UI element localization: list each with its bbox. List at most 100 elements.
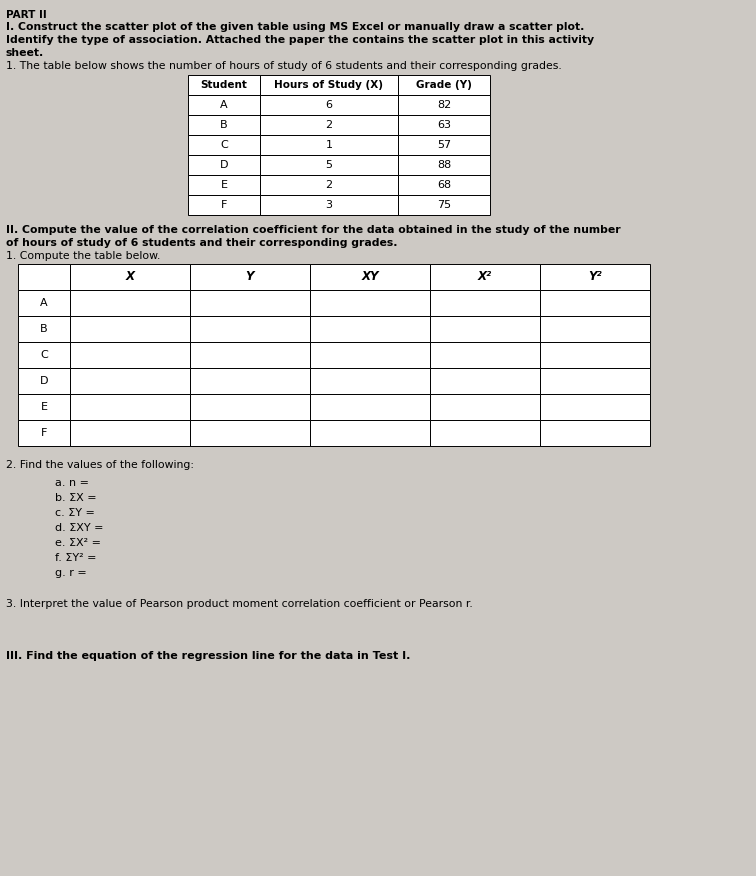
Bar [310,290,430,316]
Text: g. r =: g. r = [55,568,87,578]
Text: Y: Y [246,271,254,284]
Bar [398,175,490,195]
Bar [188,95,260,115]
Text: D: D [40,376,48,386]
Text: 82: 82 [437,100,451,110]
Text: 63: 63 [437,120,451,130]
Bar [430,264,540,290]
Text: 3: 3 [326,200,333,210]
Text: 57: 57 [437,140,451,150]
Bar [430,290,540,316]
Text: 75: 75 [437,200,451,210]
Bar [188,115,260,135]
Bar [540,342,650,368]
Bar [260,95,398,115]
Text: f. ΣY² =: f. ΣY² = [55,553,97,563]
Bar [430,342,540,368]
Bar [260,115,398,135]
Bar [398,195,490,215]
Bar [18,264,70,290]
Bar [310,264,430,290]
Bar [260,75,398,95]
Text: 2: 2 [325,180,333,190]
Bar [188,135,260,155]
Bar [190,264,310,290]
Bar [188,175,260,195]
Text: c. ΣY =: c. ΣY = [55,508,94,518]
Text: a. n =: a. n = [55,478,89,488]
Text: 88: 88 [437,160,451,170]
Bar [398,95,490,115]
Bar [540,264,650,290]
Text: 5: 5 [326,160,333,170]
Bar [190,342,310,368]
Bar [260,155,398,175]
Text: Student: Student [200,80,247,90]
Bar [430,316,540,342]
Bar [310,394,430,420]
Text: X: X [125,271,135,284]
Bar [70,420,190,446]
Bar [18,394,70,420]
Bar [70,290,190,316]
Bar [260,175,398,195]
Text: E: E [41,402,48,412]
Bar [18,420,70,446]
Text: F: F [221,200,228,210]
Bar [188,155,260,175]
Text: sheet.: sheet. [6,48,45,58]
Bar [190,368,310,394]
Bar [540,394,650,420]
Text: of hours of study of 6 students and their corresponding grades.: of hours of study of 6 students and thei… [6,238,398,248]
Bar [18,342,70,368]
Bar [190,394,310,420]
Bar [190,420,310,446]
Bar [188,195,260,215]
Bar [430,368,540,394]
Bar [540,290,650,316]
Text: C: C [220,140,228,150]
Bar [70,394,190,420]
Bar [540,420,650,446]
Text: 1: 1 [326,140,333,150]
Bar [70,342,190,368]
Bar [398,115,490,135]
Text: 1. Compute the table below.: 1. Compute the table below. [6,251,160,261]
Bar [540,316,650,342]
Bar [18,368,70,394]
Bar [70,264,190,290]
Bar [430,420,540,446]
Bar [188,75,260,95]
Bar [398,155,490,175]
Text: Identify the type of association. Attached the paper the contains the scatter pl: Identify the type of association. Attach… [6,35,594,45]
Bar [398,75,490,95]
Text: I. Construct the scatter plot of the given table using MS Excel or manually draw: I. Construct the scatter plot of the giv… [6,22,584,32]
Text: b. ΣX =: b. ΣX = [55,493,97,503]
Bar [70,368,190,394]
Bar [430,394,540,420]
Text: 2. Find the values of the following:: 2. Find the values of the following: [6,460,194,470]
Text: Y²: Y² [588,271,602,284]
Text: C: C [40,350,48,360]
Text: II. Compute the value of the correlation coefficient for the data obtained in th: II. Compute the value of the correlation… [6,225,621,235]
Text: e. ΣX² =: e. ΣX² = [55,538,101,548]
Text: A: A [40,298,48,308]
Bar [310,368,430,394]
Text: D: D [220,160,228,170]
Text: 1. The table below shows the number of hours of study of 6 students and their co: 1. The table below shows the number of h… [6,61,562,71]
Text: Grade (Y): Grade (Y) [416,80,472,90]
Bar [398,135,490,155]
Text: PART II: PART II [6,10,47,20]
Text: III. Find the equation of the regression line for the data in Test I.: III. Find the equation of the regression… [6,651,411,661]
Text: XY: XY [361,271,379,284]
Text: 6: 6 [326,100,333,110]
Bar [310,420,430,446]
Bar [310,342,430,368]
Bar [190,316,310,342]
Bar [190,290,310,316]
Text: 3. Interpret the value of Pearson product moment correlation coefficient or Pear: 3. Interpret the value of Pearson produc… [6,599,472,609]
Bar [540,368,650,394]
Text: 68: 68 [437,180,451,190]
Text: X²: X² [478,271,492,284]
Text: A: A [220,100,228,110]
